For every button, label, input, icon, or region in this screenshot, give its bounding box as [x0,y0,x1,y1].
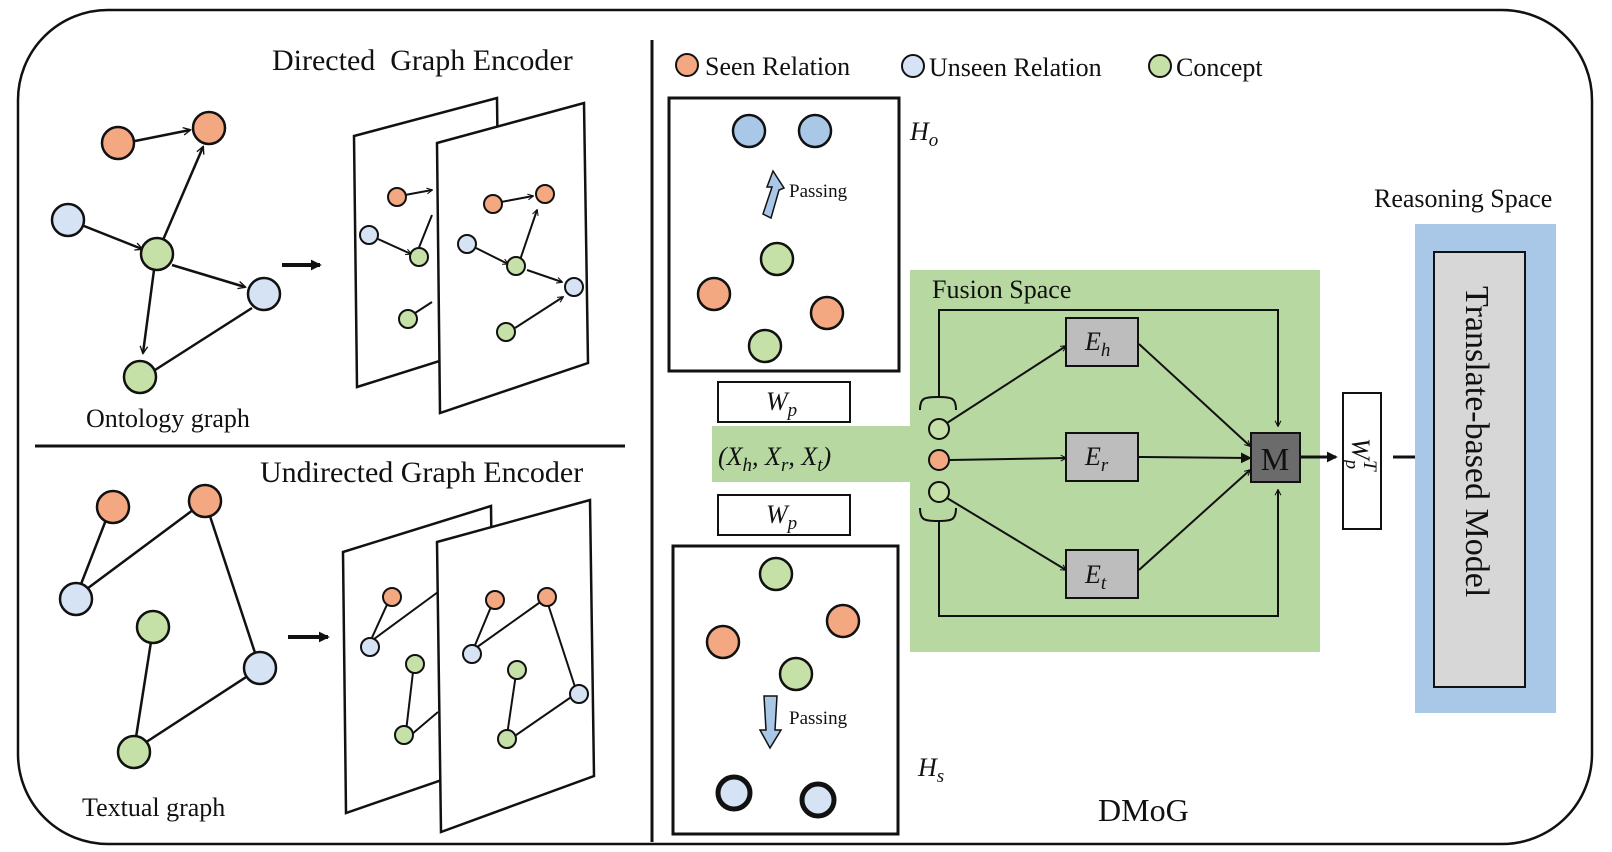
ontology-graph-label: Ontology graph [86,404,250,433]
fusion-space-title: Fusion Space [932,275,1071,304]
encoder-tail-label: Et [1084,560,1107,594]
passing-down-arrow [758,695,783,750]
h-s-label: Hs [917,753,944,787]
h-o-box [667,96,901,373]
concept-node [139,236,175,272]
ontology-graph-nodes [50,110,282,395]
dmog-label: DMoG [1098,792,1189,828]
passing-down-label: Passing [789,708,848,729]
wpt-box [1342,392,1382,530]
unseen-relation-node [242,650,278,686]
skip-connections [938,309,1278,617]
merge-box [1250,432,1301,483]
wpt-label: WpT [1341,438,1380,472]
concept-node [135,609,171,645]
ontology-graph [83,130,253,372]
translate-model-box [1433,251,1526,688]
unseen-relation-node [58,581,94,617]
wp-bottom-label: Wp [766,500,797,534]
concept-node [747,328,783,364]
wp-top-label: Wp [766,387,797,421]
seen-relation-node [187,483,223,519]
input-head-dot [928,418,950,440]
encoder-head-box [1065,317,1139,367]
legend: Seen Relation Unseen Relation Concept [675,52,1263,82]
concept-node [759,241,795,277]
unseen-relation-node [715,774,753,812]
fusion-arrows [946,343,1252,570]
wp-box-bottom [717,494,851,536]
encoder-tail-box [1065,549,1139,599]
unseen-relation-node [731,113,767,149]
seen-relation-node [705,624,741,660]
unseen-relation-node [797,113,833,149]
encoder-relation-box [1065,432,1139,482]
seen-relation-node [696,276,732,312]
concept-node [116,734,152,770]
legend-concept-icon [1148,54,1172,78]
unseen-relation-node [799,781,837,819]
encoder-head-label: Eh [1084,327,1110,361]
merge-label: M [1261,441,1289,477]
encoder-relation-label: Er [1084,442,1109,476]
input-tuple-bar [712,426,922,482]
unseen-relation-node [246,276,282,312]
legend-unseen-icon [901,54,925,78]
directed-encoder-layers [352,96,590,415]
input-tail-dot [928,481,950,503]
input-tuple: (Xh, Xr, Xt) [718,442,831,476]
legend-unseen-label: Unseen Relation [929,53,1102,82]
directed-encoder-title: Directed Graph Encoder [272,44,573,77]
legend-seen-label: Seen Relation [705,52,850,81]
concept-node [778,656,814,692]
unseen-relation-node [50,202,86,238]
legend-concept-label: Concept [1176,53,1263,82]
textual-graph-nodes [58,483,278,770]
seen-relation-node [809,295,845,331]
wp-box-top [717,381,851,423]
input-relation-dot [928,449,950,471]
concept-node [758,556,794,592]
passing-up-label: Passing [789,181,848,202]
reasoning-space-title: Reasoning Space [1374,184,1552,213]
seen-relation-node [825,603,861,639]
legend-seen-icon [675,53,699,77]
undirected-encoder-title: Undirected Graph Encoder [260,456,583,489]
translate-model-label: Translate-based Model [1458,286,1495,597]
seen-relation-node [191,110,227,146]
concept-node [122,359,158,395]
textual-graph-label: Textual graph [82,793,225,822]
seen-relation-node [100,125,136,161]
seen-relation-node [95,489,131,525]
h-s-box [671,544,900,836]
passing-up-arrow [762,169,786,220]
undirected-encoder-layers [341,498,596,834]
h-o-label: Ho [909,117,938,151]
